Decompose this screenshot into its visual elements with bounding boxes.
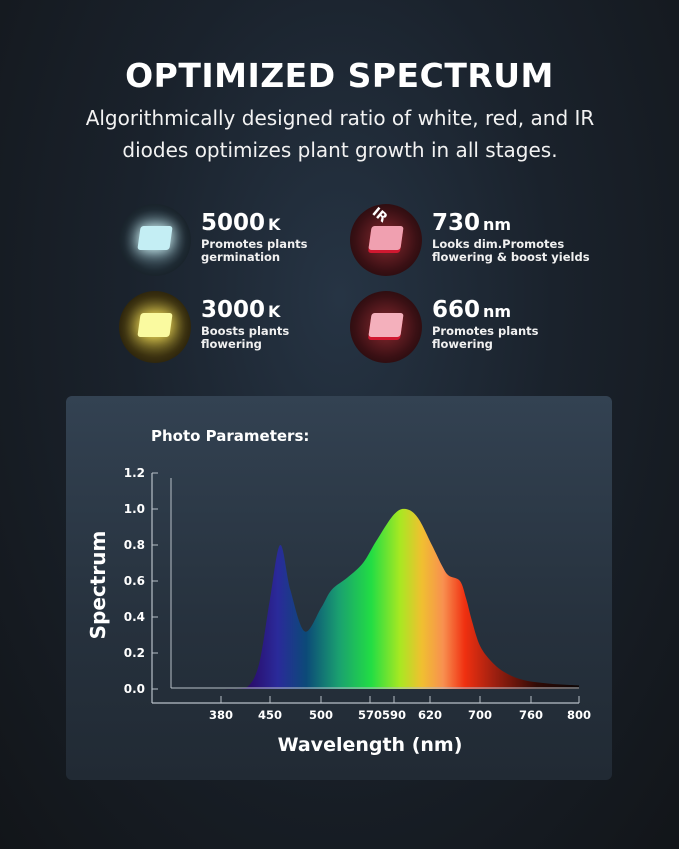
y-tick-label: 1.0 — [124, 502, 145, 516]
page-subtitle: Algorithmically designed ratio of white,… — [85, 106, 595, 162]
x-tick-label: 590 — [382, 708, 406, 722]
feature-value: 3000 — [201, 297, 266, 323]
x-tick-label: 700 — [468, 708, 492, 722]
feature-unit: nm — [483, 215, 512, 234]
feature-value: 730 — [432, 210, 481, 236]
x-tick-label: 500 — [309, 708, 333, 722]
feature-desc: flowering — [432, 336, 493, 351]
y-axis-label: Spectrum — [86, 531, 110, 640]
x-tick-label: 760 — [519, 708, 543, 722]
x-tick-label: 620 — [418, 708, 442, 722]
feature-730nm: IR 730 nm Looks dim.Promotes flowering & … — [350, 204, 590, 276]
y-tick-label: 0.8 — [124, 538, 145, 552]
feature-desc: flowering — [201, 336, 262, 351]
spectrum-area — [221, 508, 579, 690]
x-tick-label: 380 — [209, 708, 233, 722]
feature-desc: Promotes plants — [432, 324, 539, 338]
y-tick-label: 0.4 — [124, 610, 145, 624]
chart-title: Photo Parameters: — [151, 427, 309, 445]
feature-value: 660 — [432, 297, 481, 323]
feature-desc: flowering & boost yields — [432, 249, 590, 264]
y-tick-label: 0.0 — [124, 682, 145, 696]
feature-desc: Looks dim.Promotes — [432, 237, 565, 251]
feature-3000k: 3000 K Boosts plants flowering — [119, 291, 289, 363]
page-title: OPTIMIZED SPECTRUM — [125, 56, 554, 95]
feature-5000k: 5000 K Promotes plants germination — [119, 204, 308, 276]
feature-unit: K — [268, 215, 281, 234]
red-led-chip-icon — [350, 291, 422, 363]
y-tick-label: 0.6 — [124, 574, 145, 588]
y-tick-label: 1.2 — [124, 466, 145, 480]
x-tick-label: 570 — [358, 708, 382, 722]
feature-unit: nm — [483, 302, 512, 321]
x-tick-label: 450 — [258, 708, 282, 722]
feature-desc: Boosts plants — [201, 324, 290, 338]
feature-desc: Promotes plants — [201, 237, 308, 251]
feature-unit: K — [268, 302, 281, 321]
feature-value: 5000 — [201, 210, 266, 236]
x-tick-label: 800 — [567, 708, 591, 722]
y-tick-label: 0.2 — [124, 646, 145, 660]
warm-white-led-chip-icon — [119, 291, 191, 363]
ir-led-chip-icon: IR — [350, 204, 422, 276]
feature-desc: germination — [201, 249, 281, 264]
x-axis-label: Wavelength (nm) — [278, 734, 463, 756]
white-led-chip-icon — [119, 204, 191, 276]
feature-660nm: 660 nm Promotes plants flowering — [350, 291, 539, 363]
